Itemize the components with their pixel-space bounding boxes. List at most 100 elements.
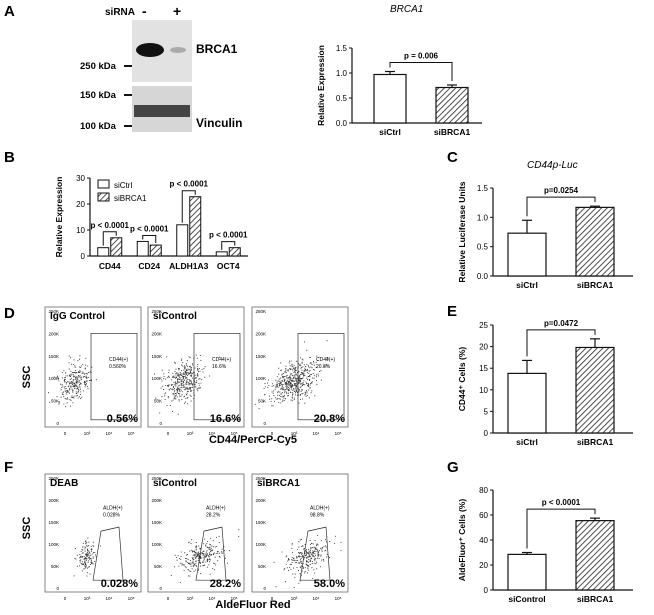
flow-event bbox=[291, 375, 293, 377]
flow-gate-small: 28.2% bbox=[206, 512, 221, 518]
flow-event bbox=[200, 565, 202, 567]
flow-event bbox=[175, 373, 177, 375]
flow-event bbox=[185, 378, 187, 380]
flow-event bbox=[74, 365, 76, 367]
flow-event bbox=[290, 386, 292, 388]
flow-event bbox=[155, 397, 157, 399]
flow-event bbox=[302, 548, 305, 550]
flow-event bbox=[298, 377, 301, 379]
flow-event bbox=[65, 375, 67, 377]
flow-event bbox=[279, 384, 281, 386]
flow-event bbox=[204, 366, 206, 368]
flow-event bbox=[214, 546, 216, 548]
y-tick-label: 0.0 bbox=[477, 272, 489, 281]
flow-event bbox=[163, 375, 165, 377]
flow-event bbox=[309, 543, 312, 545]
flow-event bbox=[333, 542, 336, 544]
flow-event bbox=[218, 541, 220, 543]
flow-event bbox=[154, 373, 156, 375]
flow-event bbox=[76, 376, 78, 378]
flow-event bbox=[178, 381, 180, 383]
y-tick-label: 20 bbox=[76, 200, 85, 209]
flow-event bbox=[194, 556, 196, 558]
flow-event bbox=[176, 393, 178, 395]
flow-event bbox=[294, 370, 296, 373]
flow-event bbox=[62, 377, 64, 379]
flow-event bbox=[187, 561, 189, 564]
flow-event bbox=[298, 394, 300, 396]
flow-event bbox=[204, 554, 206, 556]
flow-event bbox=[226, 562, 228, 564]
flow-event bbox=[298, 371, 300, 373]
flow-event bbox=[308, 554, 310, 556]
flow-event bbox=[280, 402, 282, 404]
x-tick-label: siCtrl bbox=[379, 127, 401, 137]
flow-event bbox=[182, 376, 185, 378]
flow-event bbox=[75, 388, 77, 390]
flow-event bbox=[214, 569, 216, 571]
flow-event bbox=[312, 360, 315, 363]
flow-event bbox=[281, 396, 283, 398]
flow-event bbox=[292, 366, 294, 368]
flow-event bbox=[285, 398, 287, 400]
flow-event bbox=[191, 549, 193, 551]
flow-event bbox=[177, 378, 179, 380]
flow-event bbox=[200, 556, 202, 558]
flow-event bbox=[195, 547, 197, 549]
bar-sibrca1 bbox=[575, 520, 615, 591]
flow-d-xlabel: CD44/PerCP-Cy5 bbox=[209, 434, 297, 446]
flow-event bbox=[329, 541, 331, 543]
flow-event bbox=[84, 541, 86, 543]
y-tick-label: 0 bbox=[484, 429, 489, 438]
flow-event bbox=[196, 381, 198, 383]
flow-event bbox=[74, 377, 77, 379]
flow-event bbox=[179, 372, 181, 374]
flow-event bbox=[306, 363, 308, 365]
flow-event bbox=[199, 378, 201, 380]
flow-event bbox=[172, 372, 174, 374]
flow-event bbox=[197, 555, 199, 557]
flow-event bbox=[194, 552, 197, 554]
flow-event bbox=[303, 364, 305, 366]
flow-event bbox=[85, 559, 88, 561]
flow-event bbox=[80, 398, 82, 400]
flow-event bbox=[305, 395, 307, 397]
flow-y-tick: 100K bbox=[151, 376, 162, 381]
flow-event bbox=[87, 388, 89, 390]
flow-event bbox=[201, 368, 203, 371]
flow-event bbox=[73, 397, 75, 399]
flow-event bbox=[177, 368, 180, 370]
flow-event bbox=[78, 375, 80, 377]
flow-event bbox=[81, 563, 83, 565]
flow-event bbox=[281, 376, 284, 378]
flow-event bbox=[292, 388, 294, 390]
flow-event bbox=[182, 373, 184, 376]
x-tick-label: OCT4 bbox=[217, 261, 240, 271]
flow-event bbox=[208, 558, 211, 560]
flow-event bbox=[312, 377, 314, 379]
flow-event bbox=[198, 378, 200, 380]
flow-event bbox=[282, 383, 284, 386]
flow-event bbox=[184, 565, 186, 568]
flow-event bbox=[183, 569, 185, 572]
flow-event bbox=[182, 564, 184, 566]
flow-event bbox=[315, 563, 317, 565]
flow-event bbox=[310, 559, 312, 561]
flow-event bbox=[72, 374, 74, 376]
flow-event bbox=[175, 377, 177, 379]
flow-event bbox=[194, 377, 196, 379]
flow-event bbox=[185, 397, 187, 400]
flow-event bbox=[180, 377, 182, 379]
flow-event bbox=[184, 365, 186, 367]
flow-event bbox=[66, 397, 68, 399]
flow-event bbox=[193, 562, 195, 564]
flow-event bbox=[159, 412, 161, 414]
flow-event bbox=[301, 358, 303, 360]
flow-event bbox=[322, 559, 325, 561]
bar-cd44-sibrca1 bbox=[110, 237, 123, 257]
flow-event bbox=[289, 365, 291, 367]
flow-event bbox=[194, 382, 196, 384]
flow-event bbox=[308, 555, 310, 557]
flow-event bbox=[81, 372, 83, 374]
flow-event bbox=[80, 371, 82, 373]
